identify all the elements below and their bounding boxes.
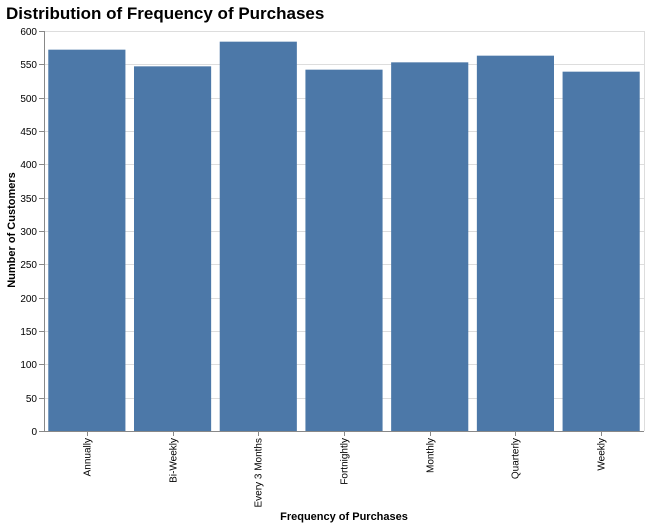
y-tick-label: 500	[20, 94, 37, 105]
x-tick-label: Fortnightly	[340, 438, 351, 485]
y-tick-label: 200	[20, 294, 37, 305]
y-tick-label: 50	[26, 394, 38, 405]
bar-quarterly	[476, 55, 554, 432]
bar-annually	[48, 49, 126, 432]
bar-fortnightly	[305, 69, 383, 432]
x-tick-label: Monthly	[426, 438, 437, 473]
chart-title: Distribution of Frequency of Purchases	[6, 4, 324, 23]
y-tick-label: 150	[20, 327, 37, 338]
bar-bi-weekly	[134, 66, 212, 431]
bar-every-3-months	[219, 41, 297, 432]
y-tick-label: 300	[20, 227, 37, 238]
x-tick-label: Weekly	[597, 438, 608, 471]
y-axis-title: Number of Customers	[6, 172, 18, 288]
y-tick-label: 550	[20, 60, 37, 71]
x-tick-label: Bi-Weekly	[169, 438, 180, 483]
bar-weekly	[562, 71, 640, 432]
y-tick-label: 400	[20, 160, 37, 171]
y-tick-label: 350	[20, 194, 37, 205]
bars	[48, 41, 640, 432]
axes: 0 50 100 150 200 250 300 350 400 450 500 550 600 Annu…	[20, 27, 644, 507]
y-tick-label: 600	[20, 27, 37, 38]
x-tick-label: Annually	[83, 438, 94, 476]
x-tick-label: Quarterly	[511, 438, 522, 479]
y-tick-label: 100	[20, 360, 37, 371]
y-tick-label: 0	[31, 427, 37, 438]
x-tick-label: Every 3 Months	[254, 438, 265, 507]
y-tick-label: 450	[20, 127, 37, 138]
y-tick-label: 250	[20, 260, 37, 271]
bar-monthly	[391, 62, 469, 431]
x-axis-title: Frequency of Purchases	[280, 511, 408, 523]
